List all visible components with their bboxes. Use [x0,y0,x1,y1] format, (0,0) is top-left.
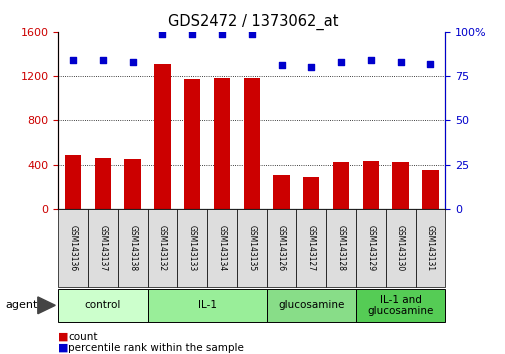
Bar [302,177,319,209]
Text: ■: ■ [58,332,69,342]
Text: GSM143127: GSM143127 [306,225,315,271]
Point [307,64,315,70]
Bar [392,162,408,209]
FancyBboxPatch shape [296,209,326,287]
Point [69,57,77,63]
Text: GSM143129: GSM143129 [366,225,375,271]
FancyBboxPatch shape [355,289,444,322]
Bar [65,155,81,209]
Text: GSM143136: GSM143136 [69,225,77,271]
Text: IL-1 and
glucosamine: IL-1 and glucosamine [367,295,433,316]
Point [396,59,404,65]
FancyBboxPatch shape [147,289,266,322]
FancyBboxPatch shape [326,209,355,287]
Bar [421,170,438,209]
Point [247,31,256,36]
Text: count: count [68,332,97,342]
Text: GSM143138: GSM143138 [128,225,137,271]
Bar [243,78,260,209]
FancyBboxPatch shape [147,209,177,287]
Text: GSM143126: GSM143126 [276,225,285,271]
Point [98,57,107,63]
FancyBboxPatch shape [236,209,266,287]
Bar [124,159,140,209]
Text: GSM143134: GSM143134 [217,225,226,271]
Point [336,59,344,65]
Point [188,31,196,36]
Bar [94,158,111,209]
Text: GSM143137: GSM143137 [98,225,107,271]
Text: GSM143135: GSM143135 [247,225,256,271]
Text: percentile rank within the sample: percentile rank within the sample [68,343,244,353]
FancyBboxPatch shape [266,209,296,287]
Bar [273,175,289,209]
Text: GSM143128: GSM143128 [336,225,345,271]
Bar [332,162,348,209]
Bar [362,161,378,209]
Bar [213,78,230,209]
FancyBboxPatch shape [385,209,415,287]
Text: GSM143132: GSM143132 [158,225,167,271]
FancyBboxPatch shape [415,209,444,287]
Text: ■: ■ [58,343,69,353]
Bar [154,64,170,209]
Point [426,61,434,67]
FancyBboxPatch shape [118,209,147,287]
Bar [184,79,200,209]
Point [128,59,136,65]
Polygon shape [38,297,55,314]
Text: GSM143131: GSM143131 [425,225,434,271]
Point [158,31,166,36]
Text: GSM143130: GSM143130 [395,225,405,271]
Text: glucosamine: glucosamine [278,300,344,310]
FancyBboxPatch shape [58,289,147,322]
Point [366,57,374,63]
Text: agent: agent [5,300,37,310]
FancyBboxPatch shape [88,209,118,287]
Point [218,31,226,36]
Text: control: control [84,300,121,310]
FancyBboxPatch shape [355,209,385,287]
FancyBboxPatch shape [58,209,88,287]
Text: IL-1: IL-1 [197,300,216,310]
Text: GDS2472 / 1373062_at: GDS2472 / 1373062_at [168,14,337,30]
Point [277,63,285,68]
Text: GSM143133: GSM143133 [187,225,196,271]
FancyBboxPatch shape [266,289,355,322]
FancyBboxPatch shape [177,209,207,287]
FancyBboxPatch shape [207,209,236,287]
